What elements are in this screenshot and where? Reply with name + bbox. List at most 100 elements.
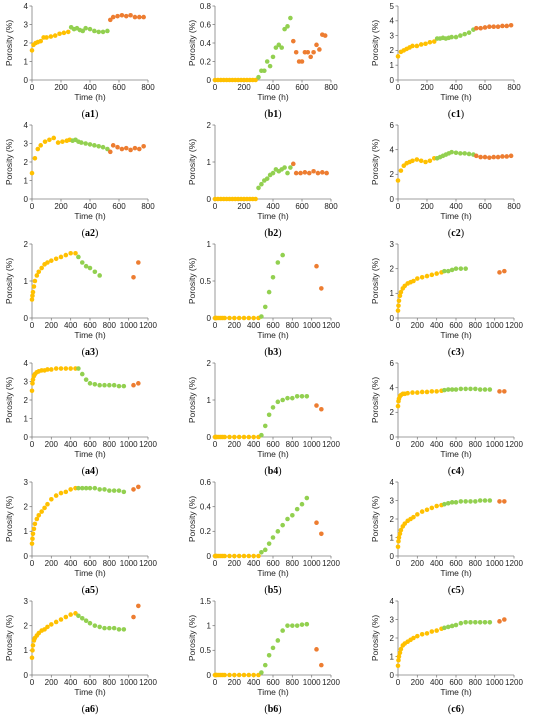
- data-point: [267, 63, 273, 69]
- data-point: [119, 12, 125, 18]
- data-point: [92, 623, 98, 628]
- x-tick-label: 1000: [120, 678, 138, 687]
- data-point: [302, 170, 308, 175]
- chart-svg-c4: 0 2 4 6 0 200 400 600 800 1000 1200 Porosity (%) Tim…: [370, 359, 523, 477]
- x-tick-label: 800: [324, 83, 338, 92]
- panel-caption: (a4): [82, 466, 99, 477]
- data-point: [270, 645, 276, 651]
- data-point: [42, 505, 47, 511]
- data-point: [30, 293, 35, 299]
- data-point: [299, 501, 305, 507]
- data-point: [61, 30, 67, 36]
- chart-panel-c1: 0 1 2 3 4 5 0 200 400 600 800 Porosity (%) Time (h) (…: [366, 0, 550, 122]
- series-green: [259, 252, 285, 319]
- x-tick-label: 0: [396, 559, 401, 568]
- y-axis-label: Porosity (%): [370, 20, 380, 66]
- data-point: [431, 39, 437, 44]
- chart-panel-b3: 0 0.5 1 0 200 400 600 800 1000 1200 Porosity (%) Ti…: [183, 238, 367, 360]
- x-tick-label: 1200: [139, 440, 157, 449]
- data-point: [29, 170, 35, 176]
- chart-svg-c1: 0 1 2 3 4 5 0 200 400 600 800 Porosity (%) Time (h) (…: [370, 2, 521, 120]
- panel-caption: (b3): [264, 347, 281, 358]
- data-point: [241, 672, 247, 678]
- x-tick-label: 600: [449, 321, 463, 330]
- data-point: [314, 520, 319, 525]
- x-tick-label: 400: [449, 83, 463, 92]
- data-point: [314, 403, 319, 408]
- data-point: [29, 541, 35, 546]
- data-point: [398, 527, 404, 533]
- y-axis-label: Porosity (%): [4, 615, 14, 661]
- data-point: [232, 315, 237, 321]
- data-point: [76, 485, 81, 491]
- series-green: [259, 394, 310, 438]
- data-point: [96, 29, 101, 35]
- data-point: [259, 670, 264, 675]
- x-tick-label: 0: [396, 321, 401, 330]
- series-green: [70, 137, 110, 152]
- data-point: [314, 647, 319, 652]
- x-tick-label: 200: [237, 202, 251, 211]
- panel-caption: (c3): [448, 347, 464, 358]
- x-axis-label: Time (h): [74, 330, 105, 340]
- x-tick-label: 400: [430, 440, 444, 449]
- data-point: [102, 625, 107, 631]
- series-orange: [314, 520, 324, 537]
- series-green: [259, 621, 310, 675]
- data-point: [449, 623, 455, 629]
- panel-caption: (b5): [264, 585, 281, 596]
- data-point: [468, 619, 473, 625]
- data-point: [107, 488, 112, 493]
- data-point: [395, 178, 401, 183]
- y-axis-label: Porosity (%): [187, 615, 197, 661]
- data-point: [80, 28, 86, 34]
- data-point: [266, 541, 272, 546]
- x-tick-label: 0: [396, 440, 401, 449]
- x-tick-label: 400: [83, 202, 97, 211]
- x-tick-label: 0: [30, 83, 35, 92]
- panel-caption: (b2): [264, 228, 281, 239]
- chart-panel-b2: 0 1 2 0 200 400 600 800 Porosity (%) Time (h) (b2): [183, 119, 367, 241]
- data-point: [293, 170, 299, 176]
- data-point: [232, 553, 237, 559]
- data-point: [502, 617, 507, 622]
- y-axis-label: Porosity (%): [370, 258, 380, 304]
- data-point: [63, 252, 69, 258]
- data-point: [427, 158, 433, 164]
- x-tick-label: 600: [449, 678, 463, 687]
- data-point: [92, 485, 98, 491]
- data-point: [285, 24, 290, 29]
- series-orange: [497, 389, 507, 394]
- data-point: [322, 33, 328, 38]
- data-point: [442, 387, 447, 393]
- y-tick-label: 1: [390, 61, 395, 70]
- data-point: [415, 512, 420, 517]
- data-point: [288, 165, 293, 170]
- series-green: [76, 485, 127, 495]
- x-tick-label: 800: [103, 678, 117, 687]
- y-tick-label: 2: [390, 170, 395, 179]
- data-point: [259, 550, 264, 555]
- data-point: [495, 154, 501, 160]
- data-point: [270, 54, 276, 60]
- y-tick-label: 1: [207, 240, 212, 249]
- series-orange: [314, 263, 324, 291]
- x-tick-label: 200: [420, 83, 434, 92]
- data-point: [487, 498, 493, 503]
- y-tick-label: 1: [390, 533, 395, 542]
- series-orange: [314, 403, 324, 412]
- x-tick-label: 1200: [139, 678, 157, 687]
- x-tick-label: 800: [103, 440, 117, 449]
- data-point: [123, 145, 129, 151]
- x-tick-label: 1000: [120, 321, 138, 330]
- y-tick-label: 4: [390, 383, 395, 392]
- data-point: [108, 149, 113, 155]
- y-axis-label: Porosity (%): [4, 139, 14, 185]
- data-point: [110, 143, 116, 148]
- data-point: [246, 434, 252, 440]
- x-tick-label: 600: [295, 83, 309, 92]
- data-point: [291, 38, 296, 44]
- data-point: [442, 625, 447, 631]
- x-tick-label: 800: [103, 559, 117, 568]
- x-axis-label: Time (h): [74, 92, 105, 102]
